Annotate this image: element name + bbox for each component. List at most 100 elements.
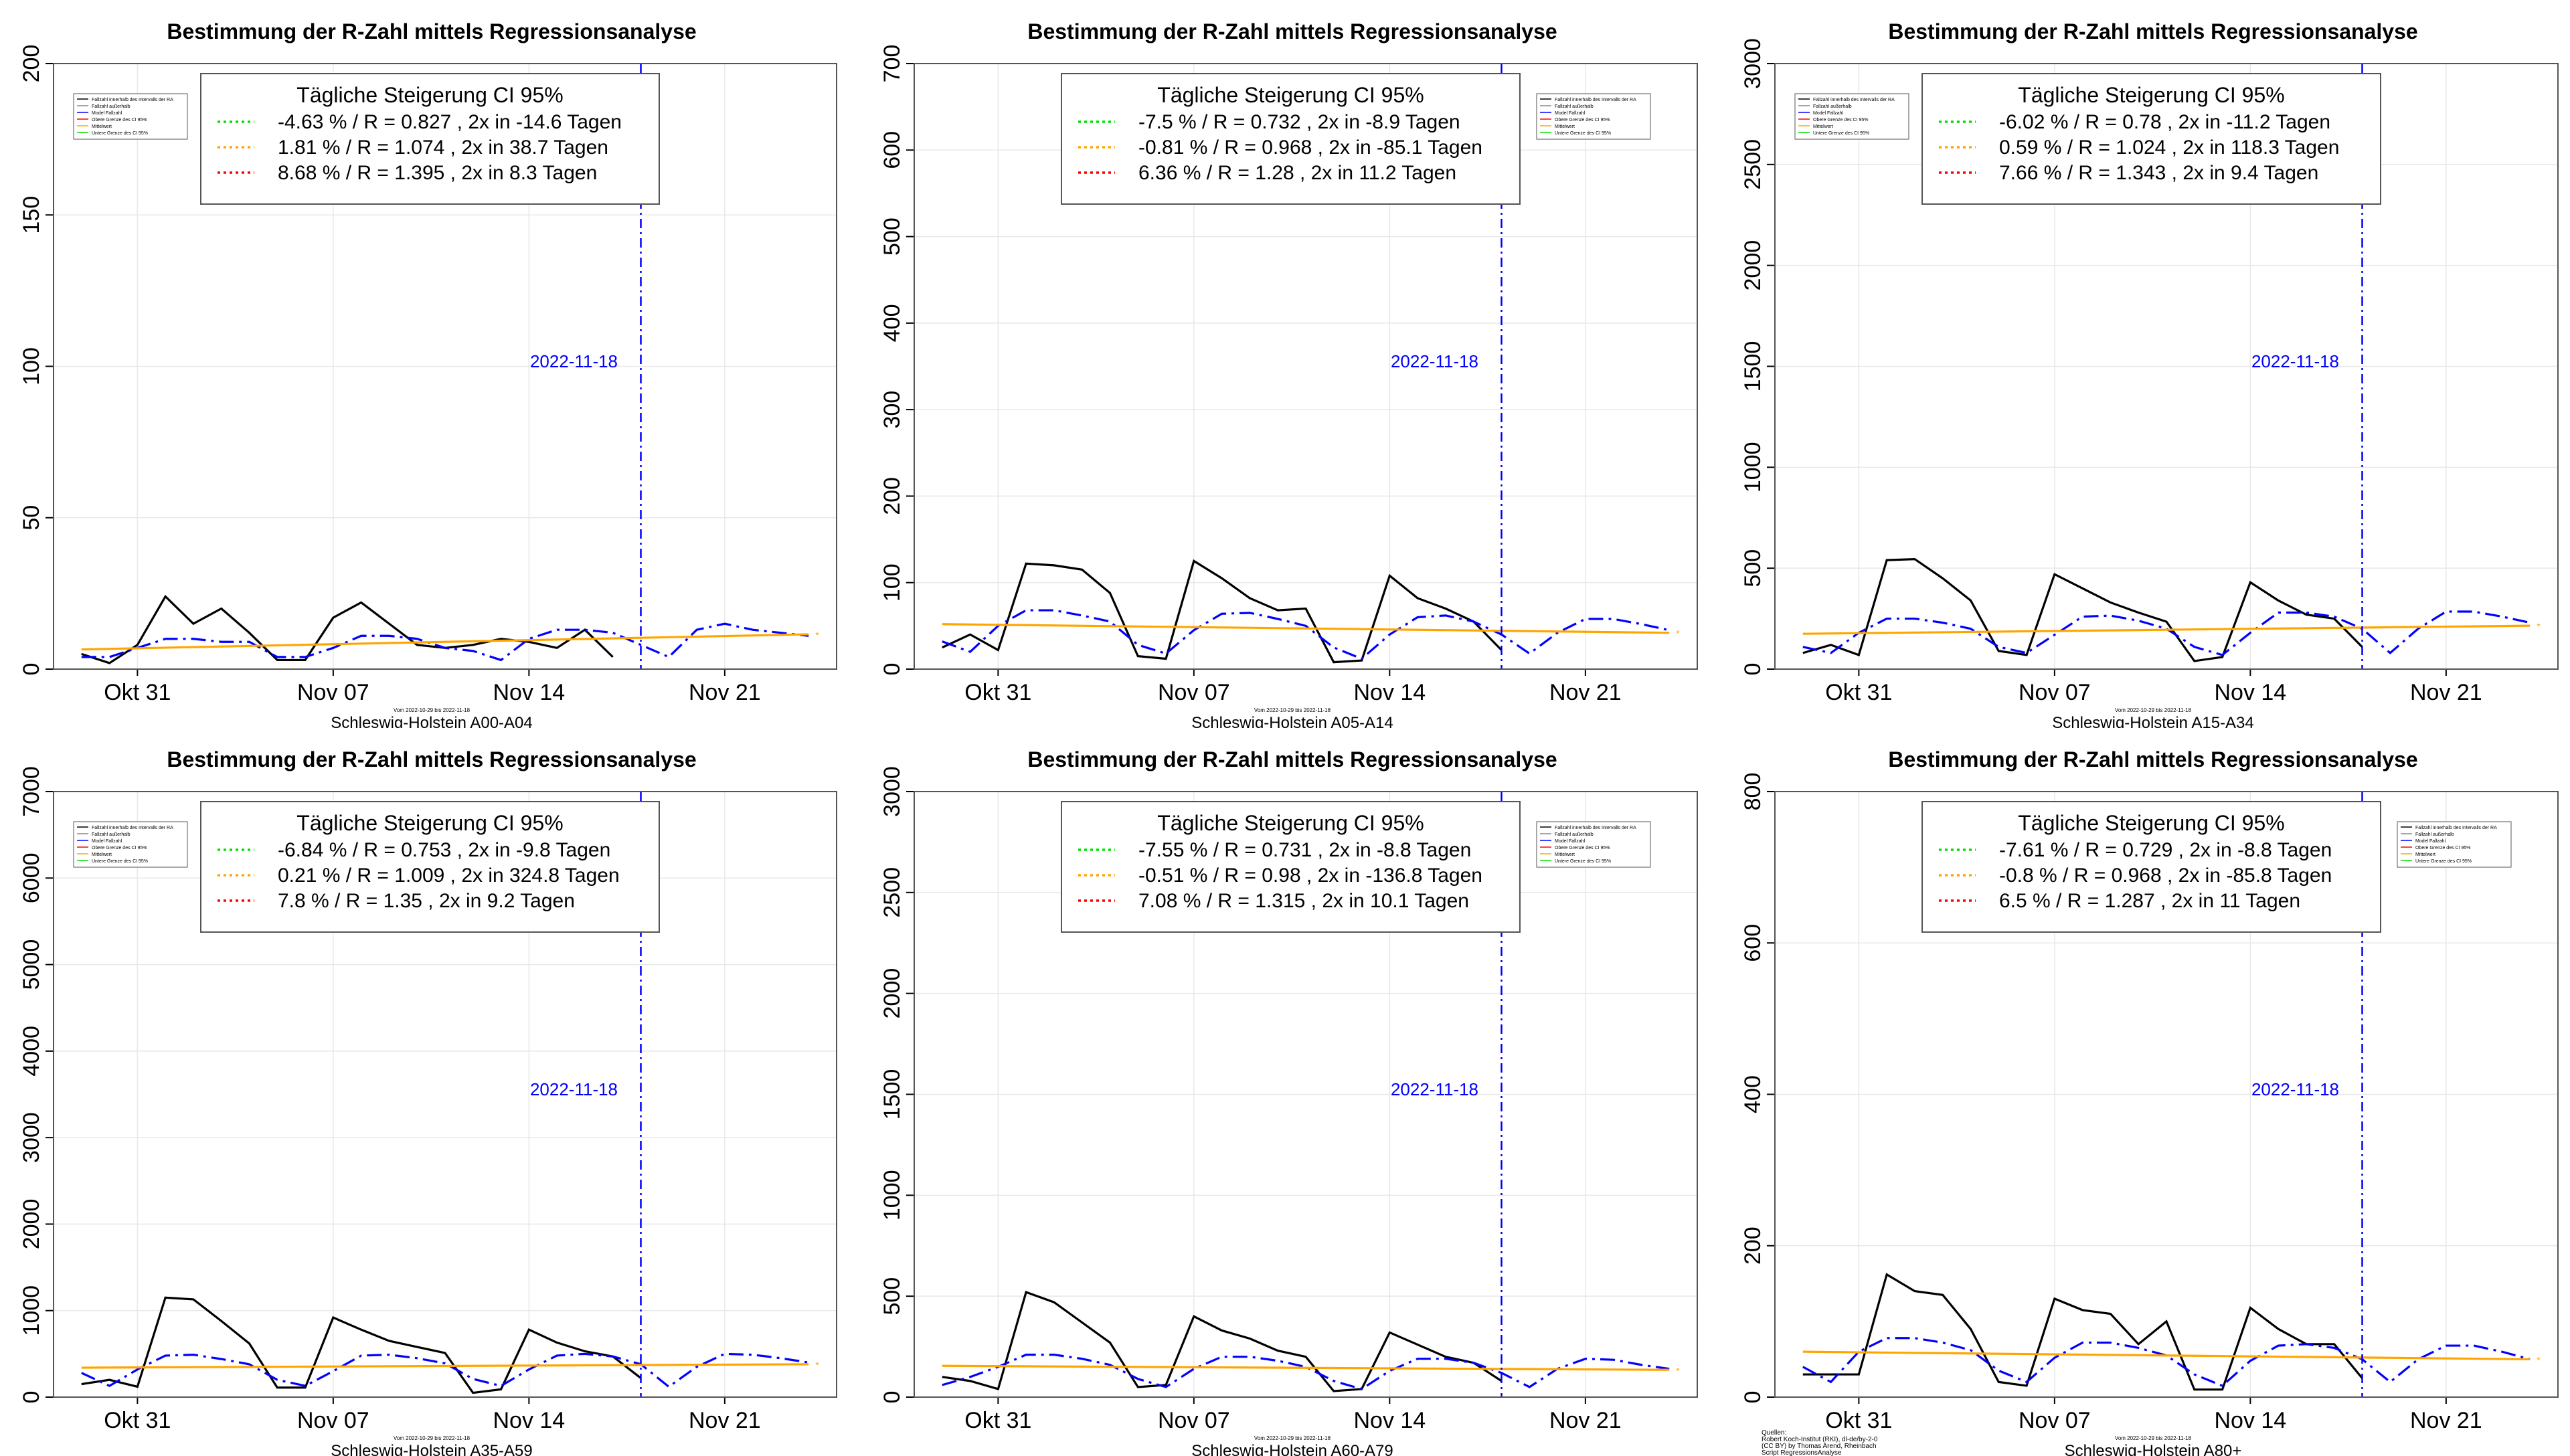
chart-svg: Bestimmung der R-Zahl mittels Regression… bbox=[1740, 19, 2559, 728]
legend-title: Tägliche Steigerung CI 95% bbox=[296, 811, 563, 835]
x-tick-label: Nov 21 bbox=[2410, 1408, 2482, 1433]
chart-panel-1: Bestimmung der R-Zahl mittels Regression… bbox=[0, 0, 861, 728]
legend-box bbox=[1921, 801, 2381, 933]
small-legend-box bbox=[1794, 93, 1909, 140]
x-tick-label: Nov 14 bbox=[493, 680, 565, 705]
mittelwert-end-marker: * bbox=[2537, 621, 2541, 632]
small-legend-entry: Untere Grenze des CI 95% bbox=[92, 859, 148, 864]
legend-title: Tägliche Steigerung CI 95% bbox=[1157, 811, 1424, 835]
chart-panel-4: Bestimmung der R-Zahl mittels Regression… bbox=[0, 728, 861, 1456]
small-legend-entry: Fallzahl außerhalb bbox=[92, 832, 131, 837]
date-marker-label: 2022-11-18 bbox=[530, 1079, 618, 1099]
small-legend-box bbox=[73, 821, 188, 868]
y-tick-label: 2500 bbox=[879, 867, 905, 918]
chart-svg: Bestimmung der R-Zahl mittels Regression… bbox=[879, 747, 1698, 1456]
plot-frame bbox=[53, 63, 837, 670]
y-tick-label: 0 bbox=[19, 663, 44, 676]
small-legend-entry: Untere Grenze des CI 95% bbox=[92, 131, 148, 136]
series-line-model bbox=[1802, 1337, 2531, 1387]
y-tick-label: 0 bbox=[879, 663, 905, 676]
x-axis-label: Schleswig-Holstein A80+ bbox=[2065, 1442, 2242, 1456]
chart-title: Bestimmung der R-Zahl mittels Regression… bbox=[167, 747, 696, 771]
x-tick-label: Okt 31 bbox=[1825, 680, 1892, 705]
series-line-model bbox=[942, 609, 1670, 660]
small-legend-entry: Fallzahl innerhalb des Intervalls der RA bbox=[2415, 826, 2497, 830]
y-tick-label: 0 bbox=[1740, 1391, 1766, 1404]
x-tick-label: Okt 31 bbox=[964, 680, 1031, 705]
date-marker-label: 2022-11-18 bbox=[2251, 351, 2339, 371]
chart-title: Bestimmung der R-Zahl mittels Regression… bbox=[1888, 19, 2417, 43]
y-tick-label: 5000 bbox=[19, 939, 44, 990]
x-axis-label: Schleswig-Holstein A05-A14 bbox=[1191, 714, 1393, 728]
y-tick-label: 0 bbox=[879, 1391, 905, 1404]
date-marker-label: 2022-11-18 bbox=[530, 351, 618, 371]
plot-frame bbox=[914, 63, 1698, 670]
small-legend-entry: Model Fallzahl bbox=[92, 839, 122, 844]
y-tick-label: 1000 bbox=[1740, 442, 1766, 493]
x-tick-label: Nov 07 bbox=[2019, 680, 2091, 705]
series-line-fallzahl bbox=[942, 559, 1503, 664]
x-tick-label: Nov 14 bbox=[2214, 1408, 2286, 1433]
y-tick-label: 1500 bbox=[1740, 341, 1766, 392]
legend-entry: -6.84 % / R = 0.753 , 2x in -9.8 Tagen bbox=[278, 839, 610, 861]
y-tick-label: 2000 bbox=[19, 1199, 44, 1250]
x-tick-label: Nov 21 bbox=[1549, 680, 1622, 705]
legend-title: Tägliche Steigerung CI 95% bbox=[2018, 83, 2284, 107]
y-tick-label: 1500 bbox=[879, 1069, 905, 1120]
x-tick-label: Nov 21 bbox=[689, 680, 761, 705]
y-tick-label: 50 bbox=[19, 505, 44, 531]
series-line-fallzahl bbox=[1802, 1273, 2363, 1391]
small-legend-entry: Mittelwert bbox=[1813, 124, 1833, 129]
legend-entry: 0.59 % / R = 1.024 , 2x in 118.3 Tagen bbox=[1999, 136, 2339, 159]
mittelwert-end-marker: * bbox=[815, 630, 819, 640]
legend-entry: -7.55 % / R = 0.731 , 2x in -8.8 Tagen bbox=[1138, 839, 1471, 861]
y-tick-label: 600 bbox=[1740, 924, 1766, 962]
small-legend-entry: Fallzahl außerhalb bbox=[2415, 832, 2454, 837]
series-line-model bbox=[81, 1352, 809, 1388]
x-tick-label: Nov 21 bbox=[2410, 680, 2482, 705]
x-tick-label: Nov 21 bbox=[689, 1408, 761, 1433]
date-range-note: Vom 2022-10-29 bis 2022-11-18 bbox=[394, 1435, 470, 1441]
y-tick-label: 400 bbox=[879, 304, 905, 342]
legend-entry: -7.61 % / R = 0.729 , 2x in -8.8 Tagen bbox=[1999, 839, 2332, 861]
legend-entry: -0.51 % / R = 0.98 , 2x in -136.8 Tagen bbox=[1138, 864, 1482, 887]
legend-box bbox=[1061, 73, 1521, 205]
small-legend-entry: Fallzahl innerhalb des Intervalls der RA bbox=[1813, 98, 1895, 102]
x-tick-label: Nov 14 bbox=[1353, 680, 1426, 705]
chart-svg: Bestimmung der R-Zahl mittels Regression… bbox=[19, 747, 837, 1456]
y-tick-label: 500 bbox=[1740, 549, 1766, 587]
y-tick-label: 600 bbox=[879, 131, 905, 169]
x-axis-label: Schleswig-Holstein A15-A34 bbox=[2052, 714, 2254, 728]
chart-title: Bestimmung der R-Zahl mittels Regression… bbox=[167, 19, 696, 43]
small-legend-entry: Mittelwert bbox=[92, 124, 112, 129]
legend-entry: 6.36 % / R = 1.28 , 2x in 11.2 Tagen bbox=[1138, 162, 1456, 184]
y-tick-label: 3000 bbox=[879, 766, 905, 817]
sources-note: Script RegressionsAnalyse bbox=[1762, 1449, 1842, 1456]
chart-panel-5: Bestimmung der R-Zahl mittels Regression… bbox=[861, 728, 1721, 1456]
x-tick-label: Nov 07 bbox=[1158, 1408, 1230, 1433]
small-legend-entry: Fallzahl außerhalb bbox=[92, 104, 131, 109]
small-legend-entry: Fallzahl innerhalb des Intervalls der RA bbox=[1555, 98, 1636, 102]
chart-svg: Bestimmung der R-Zahl mittels Regression… bbox=[1740, 747, 2559, 1456]
legend-entry: 1.81 % / R = 1.074 , 2x in 38.7 Tagen bbox=[278, 136, 608, 159]
x-tick-label: Okt 31 bbox=[1825, 1408, 1892, 1433]
x-tick-label: Nov 14 bbox=[2214, 680, 2286, 705]
y-tick-label: 500 bbox=[879, 217, 905, 256]
y-tick-label: 2000 bbox=[1740, 240, 1766, 291]
x-tick-label: Nov 21 bbox=[1549, 1408, 1622, 1433]
sources-note: Robert Koch-Institut (RKI), dl-de/by-2-0 bbox=[1762, 1436, 1878, 1443]
x-axis-label: Schleswig-Holstein A00-A04 bbox=[331, 714, 533, 728]
small-legend-box bbox=[2397, 821, 2512, 868]
legend-entry: 7.8 % / R = 1.35 , 2x in 9.2 Tagen bbox=[278, 890, 575, 912]
legend-title: Tägliche Steigerung CI 95% bbox=[296, 83, 563, 107]
chart-panel-6: Bestimmung der R-Zahl mittels Regression… bbox=[1721, 728, 2570, 1456]
y-tick-label: 1000 bbox=[19, 1285, 44, 1336]
date-range-note: Vom 2022-10-29 bis 2022-11-18 bbox=[2115, 1435, 2192, 1441]
legend-entry: -0.81 % / R = 0.968 , 2x in -85.1 Tagen bbox=[1138, 136, 1482, 159]
series-line-mittelwert bbox=[81, 1363, 809, 1369]
small-legend-entry: Fallzahl innerhalb des Intervalls der RA bbox=[1555, 826, 1636, 830]
series-line-mittelwert bbox=[942, 623, 1670, 634]
y-tick-label: 500 bbox=[879, 1277, 905, 1315]
small-legend-entry: Model Fallzahl bbox=[1555, 839, 1586, 844]
chart-title: Bestimmung der R-Zahl mittels Regression… bbox=[1027, 19, 1557, 43]
